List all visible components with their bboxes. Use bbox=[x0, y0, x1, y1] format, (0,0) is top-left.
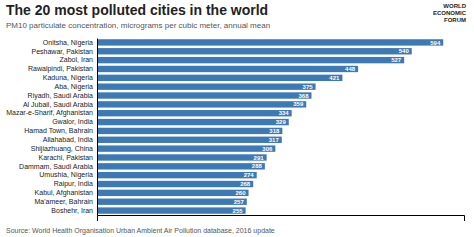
y-tick-label: Dammam, Saudi Arabia bbox=[19, 163, 93, 170]
y-tick: Allahabad, India bbox=[43, 136, 97, 143]
y-tick-label: Karachi, Pakistan bbox=[39, 154, 94, 161]
y-tick-label: Onitsha, Nigeria bbox=[43, 39, 93, 47]
bar bbox=[97, 145, 275, 151]
y-tick: Hamad Town, Bahrain bbox=[24, 127, 97, 134]
data-label: 255 bbox=[233, 208, 244, 214]
data-label: 527 bbox=[391, 57, 402, 63]
y-tick-label: Zabol, Iran bbox=[60, 56, 94, 63]
y-tick: Shijiazhuang, China bbox=[31, 145, 97, 153]
y-tick-label: Allahabad, India bbox=[43, 136, 93, 143]
data-label: 274 bbox=[244, 172, 255, 178]
source: Source: World Health Organisation Urban … bbox=[6, 227, 275, 235]
y-tick: Peshawar, Pakistan bbox=[32, 48, 97, 55]
bar bbox=[97, 172, 257, 178]
data-label: 291 bbox=[254, 155, 265, 161]
title: The 20 most polluted cities in the world bbox=[6, 2, 268, 18]
bar bbox=[97, 92, 311, 98]
y-tick: Dammam, Saudi Arabia bbox=[19, 163, 97, 170]
subtitle: PM10 particulate concentration, microgra… bbox=[6, 21, 270, 30]
y-axis-domain bbox=[97, 39, 98, 216]
bar bbox=[97, 163, 265, 169]
data-label: 306 bbox=[262, 146, 273, 152]
data-label: 317 bbox=[269, 137, 280, 143]
y-tick-label: Mazar-e-Sharif, Afghanistan bbox=[6, 109, 93, 117]
bar bbox=[97, 199, 247, 205]
y-tick-label: Hamad Town, Bahrain bbox=[24, 127, 93, 134]
data-label: 421 bbox=[329, 75, 340, 81]
y-tick-label: Peshawar, Pakistan bbox=[32, 48, 94, 55]
y-tick: Al Jubail, Saudi Arabia bbox=[23, 101, 97, 108]
bar bbox=[97, 154, 267, 160]
data-label: 594 bbox=[430, 40, 441, 46]
data-label: 268 bbox=[240, 181, 251, 187]
y-tick: Onitsha, Nigeria bbox=[43, 39, 97, 47]
data-label: 368 bbox=[298, 93, 309, 99]
bars bbox=[97, 39, 443, 214]
bar bbox=[97, 137, 282, 143]
y-tick-label: Aba, Nigeria bbox=[54, 83, 93, 91]
logo-text: ECONOMIC bbox=[433, 10, 467, 16]
y-tick: Rawalpindi, Pakistan bbox=[28, 65, 97, 73]
y-axis: Onitsha, NigeriaPeshawar, PakistanZabol,… bbox=[6, 39, 97, 216]
logo-text: FORUM bbox=[444, 17, 466, 23]
bar bbox=[97, 207, 246, 213]
y-tick: Raipur, India bbox=[54, 180, 97, 188]
y-tick: Ma'ameer, Bahrain bbox=[34, 198, 97, 205]
data-label: 318 bbox=[269, 128, 280, 134]
data-label: 329 bbox=[276, 119, 287, 125]
data-label: 375 bbox=[303, 84, 314, 90]
x-axis-domain bbox=[98, 216, 465, 222]
y-tick: Kabul, Afghanistan bbox=[35, 189, 97, 197]
y-tick: Riyadh, Saudi Arabia bbox=[28, 92, 97, 100]
y-tick-label: Rawalpindi, Pakistan bbox=[28, 65, 93, 73]
data-labels: 594 540 527 448 421 375 368 359334 329 318 317 306 2… bbox=[233, 40, 441, 214]
logo-text: WORLD bbox=[443, 3, 466, 9]
y-tick-label: Shijiazhuang, China bbox=[31, 145, 93, 153]
y-tick: Aba, Nigeria bbox=[54, 83, 97, 91]
data-label: 359 bbox=[293, 101, 304, 107]
data-label: 260 bbox=[236, 190, 247, 196]
bar bbox=[97, 190, 249, 196]
y-tick-label: Kaduna, Nigeria bbox=[43, 74, 93, 82]
y-tick: Kaduna, Nigeria bbox=[43, 74, 97, 82]
bar bbox=[97, 66, 358, 72]
bar bbox=[97, 83, 316, 89]
y-tick-label: Boshehr, Iran bbox=[51, 207, 93, 214]
bar bbox=[97, 75, 342, 81]
y-tick-label: Riyadh, Saudi Arabia bbox=[28, 92, 93, 100]
data-label: 288 bbox=[252, 163, 263, 169]
x-axis bbox=[98, 216, 465, 222]
y-tick: Zabol, Iran bbox=[60, 56, 97, 63]
data-label: 540 bbox=[399, 48, 410, 54]
y-tick-label: Kabul, Afghanistan bbox=[35, 189, 93, 197]
data-label: 257 bbox=[234, 199, 245, 205]
y-tick-label: Gwalor, India bbox=[52, 118, 93, 125]
y-tick: Gwalor, India bbox=[52, 118, 97, 125]
y-tick: Mazar-e-Sharif, Afghanistan bbox=[6, 109, 97, 117]
bar bbox=[97, 110, 292, 116]
bar bbox=[97, 119, 289, 125]
y-tick: Karachi, Pakistan bbox=[39, 154, 97, 161]
bar bbox=[97, 39, 443, 45]
chart-svg: The 20 most polluted cities in the world… bbox=[0, 0, 474, 237]
bar bbox=[97, 48, 412, 54]
y-tick: Umushia, Nigeria bbox=[39, 171, 97, 179]
data-label: 334 bbox=[279, 110, 290, 116]
y-tick-label: Ma'ameer, Bahrain bbox=[34, 198, 93, 205]
chart-container: The 20 most polluted cities in the world… bbox=[0, 0, 474, 237]
bar bbox=[97, 128, 282, 134]
bar bbox=[97, 101, 306, 107]
y-tick-label: Al Jubail, Saudi Arabia bbox=[23, 101, 93, 108]
bar bbox=[97, 181, 253, 187]
plot: 594 540 527 448 421 375 368 359334 329 318 317 306 2… bbox=[6, 39, 464, 222]
data-label: 448 bbox=[345, 66, 356, 72]
y-tick-label: Raipur, India bbox=[54, 180, 93, 188]
bar bbox=[97, 57, 404, 63]
y-tick: Boshehr, Iran bbox=[51, 207, 97, 214]
y-tick-label: Umushia, Nigeria bbox=[39, 171, 93, 179]
